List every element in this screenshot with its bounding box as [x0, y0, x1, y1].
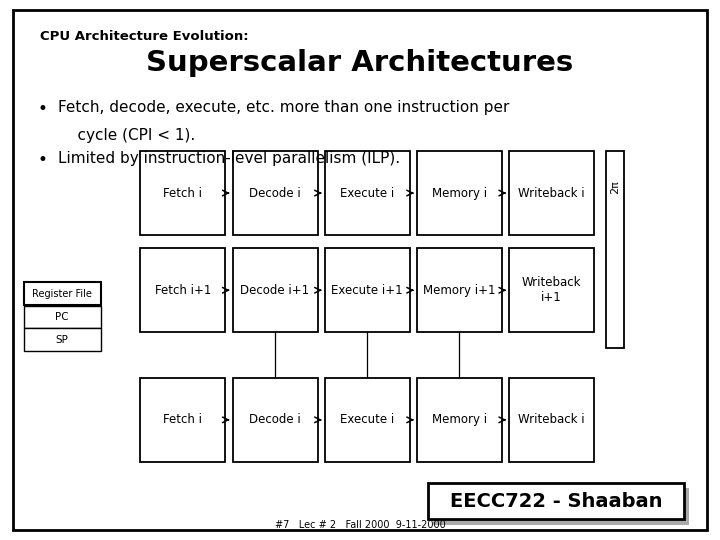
Text: Superscalar Architectures: Superscalar Architectures	[146, 49, 574, 77]
Text: Register File: Register File	[32, 289, 92, 299]
Text: Fetch, decode, execute, etc. more than one instruction per: Fetch, decode, execute, etc. more than o…	[58, 100, 509, 115]
Bar	[140, 378, 225, 462]
Bar	[325, 378, 410, 462]
Bar	[509, 248, 594, 332]
Bar	[233, 151, 318, 235]
Text: Fetch i: Fetch i	[163, 186, 202, 200]
Text: Fetch i: Fetch i	[163, 413, 202, 427]
Text: 2π: 2π	[611, 180, 620, 193]
Bar	[24, 282, 101, 305]
Bar	[433, 488, 689, 525]
Bar	[325, 151, 410, 235]
Bar	[233, 378, 318, 462]
Text: Memory i+1: Memory i+1	[423, 284, 495, 297]
Text: •: •	[37, 151, 48, 169]
Bar	[417, 248, 502, 332]
Text: Writeback
i+1: Writeback i+1	[522, 276, 581, 304]
Text: SP: SP	[56, 335, 68, 345]
Bar	[325, 248, 410, 332]
Text: Decode i: Decode i	[249, 186, 301, 200]
Text: Writeback i: Writeback i	[518, 413, 585, 427]
Text: Execute i: Execute i	[340, 413, 395, 427]
Text: Fetch i+1: Fetch i+1	[155, 284, 211, 297]
Text: Decode i+1: Decode i+1	[240, 284, 310, 297]
Text: Execute i+1: Execute i+1	[331, 284, 403, 297]
Bar	[140, 151, 225, 235]
Text: Limited by instruction-level parallelism (ILP).: Limited by instruction-level parallelism…	[58, 151, 400, 166]
Text: Memory i: Memory i	[432, 186, 487, 200]
Bar	[24, 306, 101, 328]
Bar	[24, 328, 101, 351]
Bar	[417, 151, 502, 235]
Text: Execute i: Execute i	[340, 186, 395, 200]
Bar	[606, 151, 624, 348]
Text: cycle (CPI < 1).: cycle (CPI < 1).	[58, 128, 195, 143]
Text: •: •	[37, 100, 48, 118]
Text: CPU Architecture Evolution:: CPU Architecture Evolution:	[40, 30, 248, 43]
Bar	[140, 248, 225, 332]
Bar	[417, 378, 502, 462]
Bar	[428, 483, 684, 519]
Text: #7   Lec # 2   Fall 2000  9-11-2000: #7 Lec # 2 Fall 2000 9-11-2000	[274, 520, 446, 530]
Text: Memory i: Memory i	[432, 413, 487, 427]
Text: Writeback i: Writeback i	[518, 186, 585, 200]
Bar	[509, 151, 594, 235]
Text: PC: PC	[55, 312, 69, 322]
Text: Decode i: Decode i	[249, 413, 301, 427]
Bar	[509, 378, 594, 462]
Text: EECC722 - Shaaban: EECC722 - Shaaban	[450, 491, 662, 511]
Bar	[233, 248, 318, 332]
